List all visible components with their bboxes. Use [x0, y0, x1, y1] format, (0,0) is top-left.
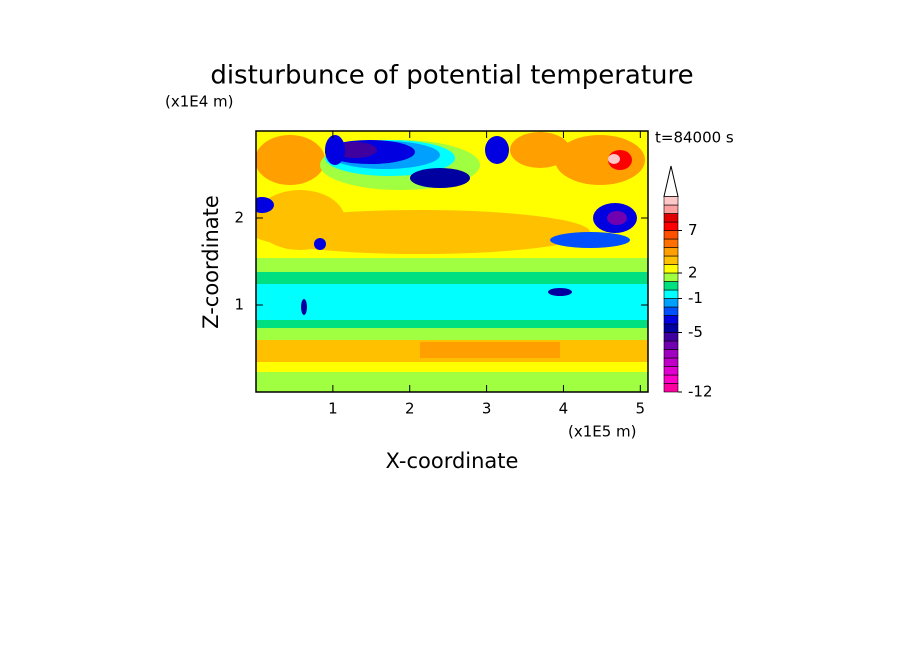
- colorbar-segment: [663, 374, 679, 384]
- colorbar-segment: [663, 357, 679, 367]
- x-tick-label: 5: [636, 400, 646, 418]
- colorbar-tick-label: -5: [688, 323, 703, 341]
- x-tick-label: 1: [328, 400, 338, 418]
- x-axis-label: X-coordinate: [386, 449, 519, 473]
- colorbar-segment: [663, 221, 679, 231]
- colorbar-tick-label: -1: [688, 289, 703, 307]
- y-unit: (x1E4 m): [165, 93, 234, 111]
- x-tick-label: 2: [405, 400, 415, 418]
- colorbar-segment: [663, 247, 679, 257]
- colorbar-segment: [663, 289, 679, 299]
- colorbar-segment: [663, 366, 679, 376]
- colorbar-segment: [663, 349, 679, 359]
- chart-title: disturbunce of potential temperature: [210, 61, 693, 91]
- colorbar-segment: [663, 281, 679, 291]
- annotation: t=84000 s: [655, 129, 734, 147]
- x-tick-label: 3: [482, 400, 492, 418]
- colorbar-segment: [663, 255, 679, 265]
- colorbar-segment: [663, 332, 679, 342]
- colorbar-segment: [663, 238, 679, 248]
- colorbar-extension: [663, 165, 679, 197]
- colorbar-tick-label: -12: [688, 383, 713, 401]
- colorbar-segment: [663, 204, 679, 214]
- y-axis-label: Z-coordinate: [199, 195, 223, 329]
- x-unit: (x1E5 m): [568, 423, 637, 441]
- y-tick-label: 1: [234, 296, 244, 314]
- colorbar-segment: [663, 315, 679, 325]
- colorbar-tick-label: 2: [688, 264, 698, 282]
- colorbar-segment: [663, 213, 679, 223]
- x-tick-label: 4: [559, 400, 569, 418]
- plot-frame: [255, 130, 649, 393]
- colorbar-segment: [663, 306, 679, 316]
- colorbar-segment: [663, 298, 679, 308]
- colorbar-segment: [663, 230, 679, 240]
- colorbar-segment: [663, 383, 679, 393]
- colorbar-segment: [663, 264, 679, 274]
- colorbar-tick-label: 7: [688, 221, 698, 239]
- colorbar-segment: [663, 196, 679, 206]
- contour-field: [256, 131, 648, 392]
- colorbar-segment: [663, 323, 679, 333]
- colorbar-segment: [663, 340, 679, 350]
- colorbar-segment: [663, 272, 679, 282]
- y-tick-label: 2: [234, 209, 244, 227]
